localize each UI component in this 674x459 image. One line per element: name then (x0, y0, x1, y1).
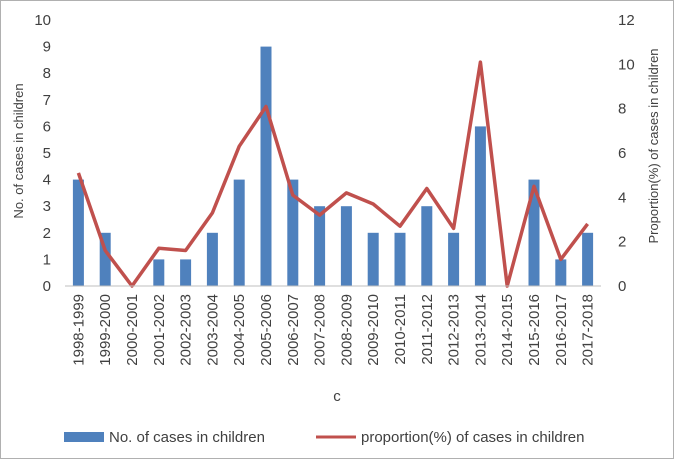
bar-2011-2012 (421, 206, 433, 286)
bar-2016-2017 (555, 259, 567, 286)
bar-1999-2000 (99, 232, 111, 286)
x-tick-label: 2016-2017 (553, 294, 570, 366)
y-tick-label: 3 (43, 198, 51, 215)
bar-2002-2003 (180, 259, 192, 286)
proportion-line (76, 60, 589, 288)
legend-line-label: proportion(%) of cases in children (361, 429, 584, 446)
x-tick-label: 2002-2003 (178, 294, 195, 366)
x-tick-label: 2003-2004 (204, 294, 221, 366)
y2-tick-label: 4 (618, 189, 626, 206)
x-tick-label: 2001-2002 (151, 294, 168, 366)
x-tick-label: 2010-2011 (392, 294, 409, 365)
x-axis-ticks: 1998-1999 1999-2000 2000-2001 2001-2002 2002… (70, 294, 596, 366)
bar-2017-2018 (582, 232, 594, 286)
bar-2003-2004 (206, 232, 218, 286)
y2-tick-label: 10 (618, 56, 635, 73)
right-axis-ticks: 0 2 4 6 8 10 12 (618, 12, 635, 295)
y-tick-label: 4 (43, 172, 51, 189)
bar-2006-2007 (287, 179, 299, 286)
x-tick-label: 2012-2013 (446, 294, 463, 366)
bar-2013-2014 (474, 126, 486, 287)
x-tick-label: 1998-1999 (70, 294, 87, 366)
x-tick-label: 2017-2018 (580, 294, 597, 366)
y2-tick-label: 12 (618, 12, 635, 29)
y-tick-label: 1 (43, 251, 51, 268)
bar-1998-1999 (72, 179, 84, 286)
x-tick-label: 2006-2007 (285, 294, 302, 366)
x-tick-label: 2013-2014 (472, 294, 489, 366)
bar-series (72, 46, 594, 287)
legend-bar-swatch (64, 432, 104, 442)
legend-bar-label: No. of cases in children (109, 429, 265, 446)
bar-2005-2006 (260, 46, 272, 286)
line-series (76, 60, 589, 288)
bar-2015-2016 (528, 179, 540, 286)
x-tick-label: 2004-2005 (231, 294, 248, 366)
bar-2001-2002 (153, 259, 165, 286)
y2-tick-label: 2 (618, 234, 626, 251)
y2-tick-label: 0 (618, 278, 626, 295)
y-tick-label: 9 (43, 39, 51, 56)
x-tick-label: 2015-2016 (526, 294, 543, 366)
x-tick-label: 2007-2008 (312, 294, 329, 366)
bar-2009-2010 (367, 232, 379, 286)
y-tick-label: 5 (43, 145, 51, 162)
y-tick-label: 7 (43, 92, 51, 109)
y2-axis-title: Proportion(%) of cases in children (646, 48, 661, 243)
bar-2004-2005 (233, 179, 245, 286)
bar-2012-2013 (448, 232, 460, 286)
y-tick-label: 10 (34, 12, 51, 29)
bar-2008-2009 (340, 206, 352, 286)
x-tick-label: 2011-2012 (419, 294, 436, 365)
y-axis-title: No. of cases in children (11, 83, 26, 218)
y-tick-label: 2 (43, 225, 51, 242)
y-tick-label: 0 (43, 278, 51, 295)
x-tick-label: 1999-2000 (97, 294, 114, 366)
y2-tick-label: 8 (618, 101, 626, 118)
left-axis-ticks: 0 1 2 3 4 5 6 7 8 9 10 (34, 12, 51, 295)
x-axis-title: c (333, 388, 341, 405)
y-tick-label: 6 (43, 118, 51, 135)
legend: No. of cases in children proportion(%) o… (64, 429, 584, 446)
y2-tick-label: 6 (618, 145, 626, 162)
bar-2007-2008 (314, 206, 326, 286)
x-tick-label: 2008-2009 (338, 294, 355, 366)
x-tick-label: 2009-2010 (365, 294, 382, 366)
y-tick-label: 8 (43, 65, 51, 82)
bar-2010-2011 (394, 232, 406, 286)
x-tick-label: 2014-2015 (499, 294, 516, 366)
x-tick-label: 2005-2006 (258, 294, 275, 366)
x-tick-label: 2000-2001 (124, 294, 141, 366)
